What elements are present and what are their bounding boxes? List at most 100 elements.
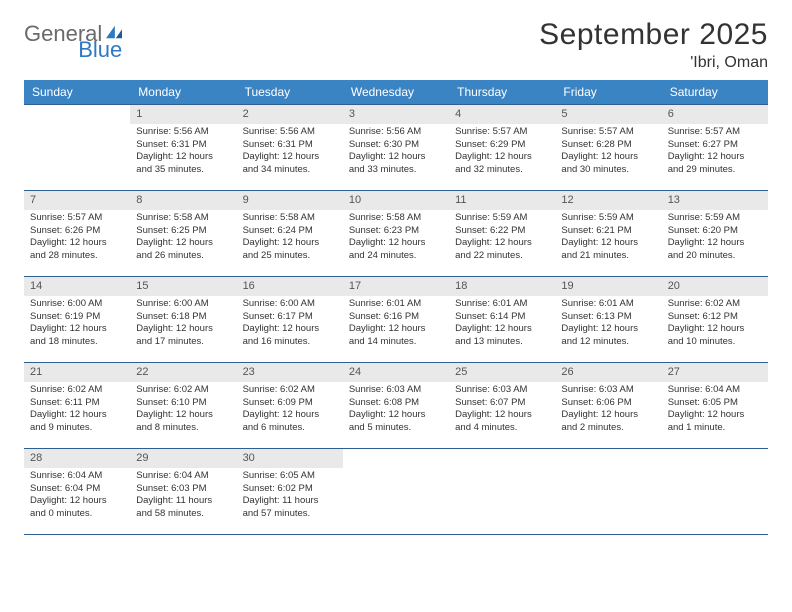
calendar-page: GeneralBlue September 2025 'Ibri, Oman S… (0, 0, 792, 535)
day-number: 20 (662, 277, 768, 296)
day-details: Sunrise: 5:58 AMSunset: 6:23 PMDaylight:… (343, 210, 449, 267)
weekday-header: Saturday (662, 80, 768, 105)
calendar-cell: 7Sunrise: 5:57 AMSunset: 6:26 PMDaylight… (24, 191, 130, 277)
sunrise-text: Sunrise: 5:56 AM (136, 126, 230, 139)
daylight-text: Daylight: 12 hours and 9 minutes. (30, 409, 124, 435)
daylight-text: Daylight: 12 hours and 21 minutes. (561, 237, 655, 263)
sunrise-text: Sunrise: 6:03 AM (455, 384, 549, 397)
day-number: 18 (449, 277, 555, 296)
calendar-cell (662, 449, 768, 535)
daylight-text: Daylight: 12 hours and 0 minutes. (30, 495, 124, 521)
weekday-header: Friday (555, 80, 661, 105)
calendar-cell (24, 105, 130, 191)
sunset-text: Sunset: 6:31 PM (243, 139, 337, 152)
day-details: Sunrise: 6:04 AMSunset: 6:05 PMDaylight:… (662, 382, 768, 439)
calendar-cell: 20Sunrise: 6:02 AMSunset: 6:12 PMDayligh… (662, 277, 768, 363)
day-number: 23 (237, 363, 343, 382)
daylight-text: Daylight: 12 hours and 16 minutes. (243, 323, 337, 349)
sunset-text: Sunset: 6:06 PM (561, 397, 655, 410)
sunrise-text: Sunrise: 5:57 AM (30, 212, 124, 225)
weekday-header: Tuesday (237, 80, 343, 105)
sunrise-text: Sunrise: 6:04 AM (668, 384, 762, 397)
day-number: 29 (130, 449, 236, 468)
sunrise-text: Sunrise: 6:00 AM (136, 298, 230, 311)
day-details: Sunrise: 5:56 AMSunset: 6:31 PMDaylight:… (237, 124, 343, 181)
sunrise-text: Sunrise: 6:01 AM (349, 298, 443, 311)
sunrise-text: Sunrise: 5:56 AM (349, 126, 443, 139)
calendar-cell: 26Sunrise: 6:03 AMSunset: 6:06 PMDayligh… (555, 363, 661, 449)
sunset-text: Sunset: 6:16 PM (349, 311, 443, 324)
daylight-text: Daylight: 12 hours and 6 minutes. (243, 409, 337, 435)
weekday-header: Sunday (24, 80, 130, 105)
calendar-row: 1Sunrise: 5:56 AMSunset: 6:31 PMDaylight… (24, 105, 768, 191)
day-details: Sunrise: 6:02 AMSunset: 6:10 PMDaylight:… (130, 382, 236, 439)
sunrise-text: Sunrise: 5:57 AM (455, 126, 549, 139)
sunset-text: Sunset: 6:31 PM (136, 139, 230, 152)
daylight-text: Daylight: 11 hours and 57 minutes. (243, 495, 337, 521)
calendar-cell: 12Sunrise: 5:59 AMSunset: 6:21 PMDayligh… (555, 191, 661, 277)
day-number: 25 (449, 363, 555, 382)
calendar-row: 14Sunrise: 6:00 AMSunset: 6:19 PMDayligh… (24, 277, 768, 363)
daylight-text: Daylight: 12 hours and 22 minutes. (455, 237, 549, 263)
daylight-text: Daylight: 11 hours and 58 minutes. (136, 495, 230, 521)
weekday-header: Thursday (449, 80, 555, 105)
calendar-cell: 30Sunrise: 6:05 AMSunset: 6:02 PMDayligh… (237, 449, 343, 535)
day-number: 19 (555, 277, 661, 296)
day-number: 24 (343, 363, 449, 382)
day-number: 13 (662, 191, 768, 210)
calendar-row: 21Sunrise: 6:02 AMSunset: 6:11 PMDayligh… (24, 363, 768, 449)
day-details: Sunrise: 5:58 AMSunset: 6:24 PMDaylight:… (237, 210, 343, 267)
sunset-text: Sunset: 6:02 PM (243, 483, 337, 496)
day-number: 28 (24, 449, 130, 468)
calendar-cell: 23Sunrise: 6:02 AMSunset: 6:09 PMDayligh… (237, 363, 343, 449)
calendar-cell: 8Sunrise: 5:58 AMSunset: 6:25 PMDaylight… (130, 191, 236, 277)
sunrise-text: Sunrise: 5:58 AM (243, 212, 337, 225)
day-details: Sunrise: 6:01 AMSunset: 6:14 PMDaylight:… (449, 296, 555, 353)
daylight-text: Daylight: 12 hours and 14 minutes. (349, 323, 443, 349)
daylight-text: Daylight: 12 hours and 20 minutes. (668, 237, 762, 263)
calendar-cell: 22Sunrise: 6:02 AMSunset: 6:10 PMDayligh… (130, 363, 236, 449)
calendar-cell: 3Sunrise: 5:56 AMSunset: 6:30 PMDaylight… (343, 105, 449, 191)
day-number: 3 (343, 105, 449, 124)
daylight-text: Daylight: 12 hours and 28 minutes. (30, 237, 124, 263)
day-number: 21 (24, 363, 130, 382)
day-details: Sunrise: 5:57 AMSunset: 6:28 PMDaylight:… (555, 124, 661, 181)
sunrise-text: Sunrise: 6:02 AM (668, 298, 762, 311)
calendar-cell: 11Sunrise: 5:59 AMSunset: 6:22 PMDayligh… (449, 191, 555, 277)
daylight-text: Daylight: 12 hours and 8 minutes. (136, 409, 230, 435)
day-number: 1 (130, 105, 236, 124)
day-details: Sunrise: 5:56 AMSunset: 6:30 PMDaylight:… (343, 124, 449, 181)
sunset-text: Sunset: 6:29 PM (455, 139, 549, 152)
day-number: 16 (237, 277, 343, 296)
sunset-text: Sunset: 6:27 PM (668, 139, 762, 152)
day-details: Sunrise: 6:03 AMSunset: 6:08 PMDaylight:… (343, 382, 449, 439)
day-details: Sunrise: 5:59 AMSunset: 6:20 PMDaylight:… (662, 210, 768, 267)
sunset-text: Sunset: 6:20 PM (668, 225, 762, 238)
daylight-text: Daylight: 12 hours and 5 minutes. (349, 409, 443, 435)
calendar-cell: 4Sunrise: 5:57 AMSunset: 6:29 PMDaylight… (449, 105, 555, 191)
sunset-text: Sunset: 6:23 PM (349, 225, 443, 238)
day-details: Sunrise: 5:57 AMSunset: 6:29 PMDaylight:… (449, 124, 555, 181)
daylight-text: Daylight: 12 hours and 32 minutes. (455, 151, 549, 177)
day-number: 8 (130, 191, 236, 210)
sunrise-text: Sunrise: 5:59 AM (455, 212, 549, 225)
logo-text-blue: Blue (78, 40, 122, 60)
daylight-text: Daylight: 12 hours and 34 minutes. (243, 151, 337, 177)
sunrise-text: Sunrise: 6:00 AM (243, 298, 337, 311)
sunset-text: Sunset: 6:03 PM (136, 483, 230, 496)
day-details: Sunrise: 6:00 AMSunset: 6:18 PMDaylight:… (130, 296, 236, 353)
calendar-cell (555, 449, 661, 535)
day-details: Sunrise: 6:02 AMSunset: 6:11 PMDaylight:… (24, 382, 130, 439)
sunrise-text: Sunrise: 6:03 AM (561, 384, 655, 397)
daylight-text: Daylight: 12 hours and 13 minutes. (455, 323, 549, 349)
calendar-cell (343, 449, 449, 535)
sunset-text: Sunset: 6:21 PM (561, 225, 655, 238)
day-details: Sunrise: 5:56 AMSunset: 6:31 PMDaylight:… (130, 124, 236, 181)
sunset-text: Sunset: 6:26 PM (30, 225, 124, 238)
day-details: Sunrise: 6:01 AMSunset: 6:16 PMDaylight:… (343, 296, 449, 353)
sunset-text: Sunset: 6:14 PM (455, 311, 549, 324)
sunrise-text: Sunrise: 5:57 AM (561, 126, 655, 139)
sunset-text: Sunset: 6:11 PM (30, 397, 124, 410)
calendar-row: 28Sunrise: 6:04 AMSunset: 6:04 PMDayligh… (24, 449, 768, 535)
calendar-cell: 9Sunrise: 5:58 AMSunset: 6:24 PMDaylight… (237, 191, 343, 277)
